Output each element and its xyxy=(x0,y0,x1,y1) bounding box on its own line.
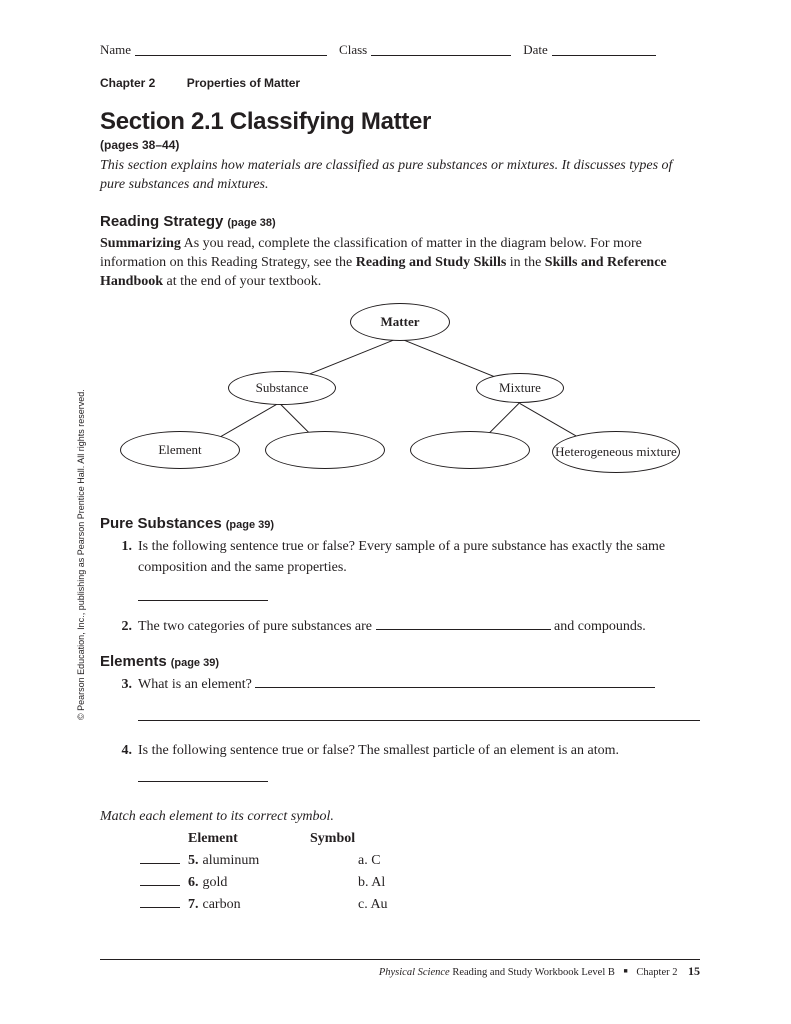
name-blank[interactable] xyxy=(135,42,327,56)
chapter-line: Chapter 2 Properties of Matter xyxy=(100,76,700,90)
pure-substances-heading: Pure Substances xyxy=(100,515,222,532)
q4-blank[interactable] xyxy=(138,769,268,782)
q2-blank[interactable] xyxy=(376,617,551,630)
q3-blank-2[interactable] xyxy=(138,706,700,721)
header-fields: Name Class Date xyxy=(100,42,700,58)
match-intro: Match each element to its correct symbol… xyxy=(100,809,700,825)
section-title: Section 2.1 Classifying Matter xyxy=(100,108,700,136)
matter-diagram: Matter Substance Mixture Element Heterog… xyxy=(120,303,680,493)
match-row: 6.gold b. Al xyxy=(140,873,700,891)
node-mixture: Mixture xyxy=(476,373,564,403)
section-intro: This section explains how materials are … xyxy=(100,157,700,195)
date-label: Date xyxy=(523,42,548,58)
elements-pageref: (page 39) xyxy=(171,657,219,669)
elements-heading: Elements xyxy=(100,653,167,670)
node-substance: Substance xyxy=(228,371,336,405)
chapter-number: Chapter 2 xyxy=(100,76,155,90)
reading-strategy-heading: Reading Strategy xyxy=(100,213,223,230)
date-blank[interactable] xyxy=(552,42,656,56)
match-blank-7[interactable] xyxy=(140,895,180,908)
match-table: Element Symbol 5.aluminum a. C 6.gold b.… xyxy=(140,831,700,913)
node-blank-1[interactable] xyxy=(265,431,385,469)
question-2: 2. The two categories of pure substances… xyxy=(100,617,700,637)
match-blank-6[interactable] xyxy=(140,873,180,886)
node-hetero: Heterogeneous mixture xyxy=(552,431,680,473)
q1-blank[interactable] xyxy=(138,586,268,601)
question-4: 4. Is the following sentence true or fal… xyxy=(100,737,700,793)
class-blank[interactable] xyxy=(371,42,511,56)
question-3: 3. What is an element? xyxy=(100,675,700,720)
node-matter: Matter xyxy=(350,303,450,341)
match-head-element: Element xyxy=(140,831,310,847)
match-row: 7.carbon c. Au xyxy=(140,895,700,913)
class-label: Class xyxy=(339,42,367,58)
reading-strategy-pageref: (page 38) xyxy=(227,217,275,229)
node-element: Element xyxy=(120,431,240,469)
name-label: Name xyxy=(100,42,131,58)
page-footer: Physical Science Reading and Study Workb… xyxy=(100,959,700,979)
node-blank-2[interactable] xyxy=(410,431,530,469)
match-blank-5[interactable] xyxy=(140,851,180,864)
strategy-body: Summarizing As you read, complete the cl… xyxy=(100,235,700,292)
pure-pageref: (page 39) xyxy=(226,519,274,531)
chapter-title: Properties of Matter xyxy=(187,76,300,90)
match-row: 5.aluminum a. C xyxy=(140,851,700,869)
copyright-sidebar: © Pearson Education, Inc., publishing as… xyxy=(76,389,86,720)
q3-blank-1[interactable] xyxy=(255,675,655,688)
match-head-symbol: Symbol xyxy=(310,831,355,847)
section-pages: (pages 38–44) xyxy=(100,138,700,152)
strategy-lead: Summarizing xyxy=(100,236,181,251)
question-1: 1. Is the following sentence true or fal… xyxy=(100,537,700,601)
